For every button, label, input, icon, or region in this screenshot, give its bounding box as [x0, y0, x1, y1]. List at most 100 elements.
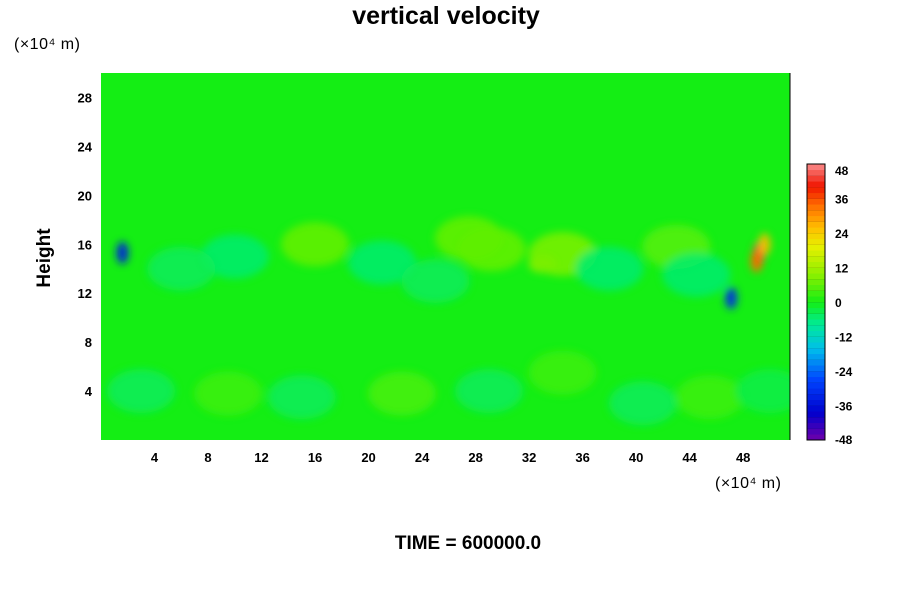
field-feature-11: [107, 369, 176, 414]
colorbar-step: [807, 273, 825, 280]
colorbar-step: [807, 348, 825, 355]
colorbar-step: [807, 238, 825, 245]
colorbar-step: [807, 221, 825, 228]
field-feature-4: [725, 287, 738, 310]
field-feature-14: [368, 371, 437, 416]
colorbar-step: [807, 284, 825, 291]
field-feature-1: [750, 250, 763, 273]
colorbar-step: [807, 198, 825, 205]
colorbar-step: [807, 250, 825, 257]
x-tick-label: 40: [629, 450, 643, 465]
field-feature-13: [267, 375, 336, 420]
y-axis-label: Height: [34, 228, 55, 288]
field-feature-19: [735, 369, 790, 414]
colorbar-step: [807, 388, 825, 395]
colorbar-step: [807, 371, 825, 378]
colorbar-tick-label: -24: [835, 365, 853, 379]
colorbar-step: [807, 342, 825, 349]
colorbar-tick-label: 12: [835, 262, 849, 276]
x-tick-label: 8: [204, 450, 211, 465]
y-tick-label: 4: [85, 384, 93, 399]
x-tick-label: 36: [575, 450, 589, 465]
y-ticks: 4 8 12 16 20 24 28: [78, 90, 93, 399]
colorbar-frame: [806, 163, 826, 441]
colorbar-step: [807, 382, 825, 389]
colorbar-step: [807, 169, 825, 176]
colorbar-step: [807, 307, 825, 314]
y-tick-label: 16: [78, 237, 92, 252]
x-unit-label: (×10⁴ m): [715, 475, 781, 492]
colorbar-step: [807, 256, 825, 263]
colorbar-tick-label: 48: [835, 164, 849, 178]
colorbar-step: [807, 227, 825, 234]
colorbar-tick-label: -48: [835, 433, 853, 447]
field-feature-7: [281, 222, 350, 267]
x-ticks: 4 8 12 16 20 24 28 32 36 40 44 48: [151, 450, 751, 465]
colorbar-tick-label: -12: [835, 331, 853, 345]
field-feature-12: [194, 371, 263, 416]
field-feature-20: [200, 234, 269, 279]
colorbar-step: [807, 417, 825, 424]
colorbar-step: [807, 405, 825, 412]
colorbar-step: [807, 187, 825, 194]
y-tick-label: 28: [78, 90, 92, 105]
colorbar-step: [807, 325, 825, 332]
colorbar-tick-label: -36: [835, 400, 853, 414]
field-feature-21: [347, 240, 416, 285]
field-feature-2: [758, 233, 771, 256]
x-tick-label: 12: [254, 450, 268, 465]
colorbar-step: [807, 296, 825, 303]
field-feature-25: [147, 246, 216, 291]
colorbar-step: [807, 164, 825, 171]
colorbar-step: [807, 359, 825, 366]
colorbar-step: [807, 353, 825, 360]
colorbar-step: [807, 428, 825, 435]
colorbar-step: [807, 319, 825, 326]
colorbar-step: [807, 365, 825, 372]
colorbar-step: [807, 422, 825, 429]
colorbar-step: [807, 336, 825, 343]
colorbar-step: [807, 267, 825, 274]
field-feature-24: [662, 252, 731, 297]
y-tick-label: 12: [78, 286, 92, 301]
colorbar-step: [807, 330, 825, 337]
features-layer: [107, 216, 790, 426]
x-tick-label: 48: [736, 450, 750, 465]
time-label: TIME = 600000.0: [395, 533, 541, 554]
colorbar-tick-label: 0: [835, 296, 842, 310]
colorbar-ticks: 48 36 24 12 0 -12 -24 -36 -48: [835, 164, 853, 447]
colorbar-step: [807, 192, 825, 199]
plot-area: [101, 73, 791, 440]
colorbar-steps: [807, 163, 825, 441]
field-feature-17: [608, 381, 677, 426]
y-tick-label: 8: [85, 335, 92, 350]
colorbar-step: [807, 302, 825, 309]
x-tick-label: 44: [682, 450, 697, 465]
field-feature-16: [528, 350, 597, 395]
colorbar: 48 36 24 12 0 -12 -24 -36 -48: [806, 163, 853, 447]
colorbar-step: [807, 204, 825, 211]
field-feature-15: [454, 369, 523, 414]
y-tick-label: 20: [78, 188, 92, 203]
colorbar-step: [807, 181, 825, 188]
colorbar-step: [807, 244, 825, 251]
colorbar-step: [807, 394, 825, 401]
field-feature-22: [575, 246, 644, 291]
x-tick-label: 16: [308, 450, 322, 465]
field-feature-3: [116, 241, 129, 264]
colorbar-step: [807, 399, 825, 406]
x-tick-label: 20: [361, 450, 375, 465]
colorbar-step: [807, 279, 825, 286]
colorbar-step: [807, 313, 825, 320]
colorbar-step: [807, 434, 825, 441]
x-tick-label: 32: [522, 450, 536, 465]
field-feature-18: [675, 375, 744, 420]
field-feature-23: [401, 258, 470, 303]
x-tick-label: 28: [468, 450, 482, 465]
y-unit-label: (×10⁴ m): [14, 36, 80, 53]
colorbar-step: [807, 210, 825, 217]
y-tick-label: 24: [78, 139, 93, 154]
x-tick-label: 24: [415, 450, 430, 465]
